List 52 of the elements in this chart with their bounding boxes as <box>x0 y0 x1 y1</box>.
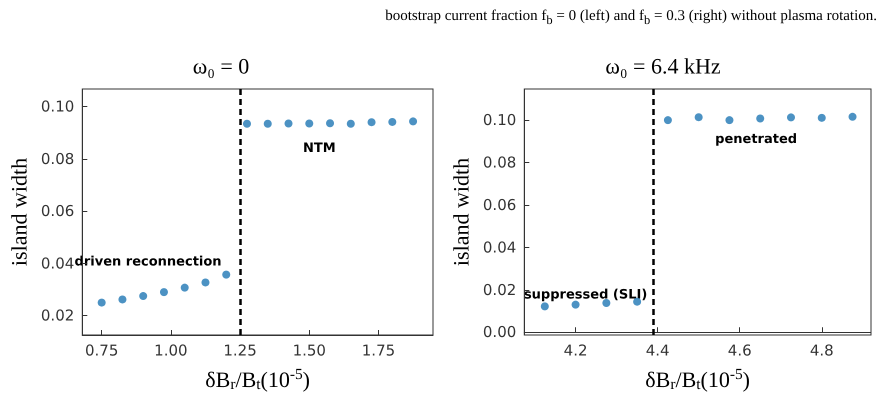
chart-title: ω₀ = 6.4 kHz <box>605 54 721 78</box>
point <box>118 295 126 304</box>
y-tick-label: 0.06 <box>40 202 74 220</box>
point <box>305 120 314 128</box>
y-axis-title: island width <box>6 158 32 266</box>
y-tick-label: 0.08 <box>40 150 74 168</box>
x-tick-label: 4.4 <box>646 342 670 360</box>
y-tick-label: 0.02 <box>40 306 74 325</box>
y-tick-label: 0.10 <box>482 111 516 130</box>
x-tick-label: 4.8 <box>810 342 834 360</box>
point <box>388 118 396 126</box>
point <box>756 114 764 122</box>
x-tick-label: 1.25 <box>223 342 257 360</box>
annotation: suppressed (SLI) <box>524 288 648 303</box>
y-tick-label: 0.10 <box>40 98 74 116</box>
point <box>848 112 857 121</box>
point <box>98 298 106 307</box>
x-tick-label: 1.50 <box>292 342 326 360</box>
x-tick-label: 4.6 <box>728 342 752 360</box>
text: bootstrap current fraction f$_{b}$ = 0 (left) and f$_{b}$ = 0.3 (right) without plasma rotation. <box>385 8 877 28</box>
point <box>725 116 734 124</box>
point <box>139 292 148 300</box>
point <box>326 119 334 128</box>
y-tick-label: 0.06 <box>482 196 516 214</box>
point <box>664 116 672 124</box>
point <box>346 120 355 128</box>
y-tick-label: 0.02 <box>482 280 516 299</box>
point <box>284 120 293 128</box>
point <box>540 302 549 310</box>
point <box>787 113 795 122</box>
annotation: NTM <box>303 140 336 156</box>
point <box>264 120 272 128</box>
point <box>694 113 703 122</box>
point <box>201 278 210 286</box>
y-tick-label: 0.04 <box>482 238 516 256</box>
x-tick-label: 0.75 <box>84 342 118 360</box>
point <box>243 120 251 128</box>
y-tick-label: 0.08 <box>482 154 516 172</box>
y-tick-label: 0.00 <box>482 323 516 342</box>
point <box>180 284 189 292</box>
chart-title: ω₀ = 0 <box>192 54 250 78</box>
annotation: penetrated <box>715 132 798 147</box>
x-tick-label: 1.75 <box>362 342 396 360</box>
point <box>222 270 230 279</box>
point <box>818 114 826 122</box>
x-tick-label: 1.00 <box>154 342 188 360</box>
y-tick-label: 0.04 <box>40 254 74 272</box>
point <box>409 117 418 126</box>
x-tick-label: 4.2 <box>564 342 588 360</box>
point <box>368 118 376 126</box>
y-axis-title: island width <box>448 158 474 266</box>
point <box>160 288 168 296</box>
